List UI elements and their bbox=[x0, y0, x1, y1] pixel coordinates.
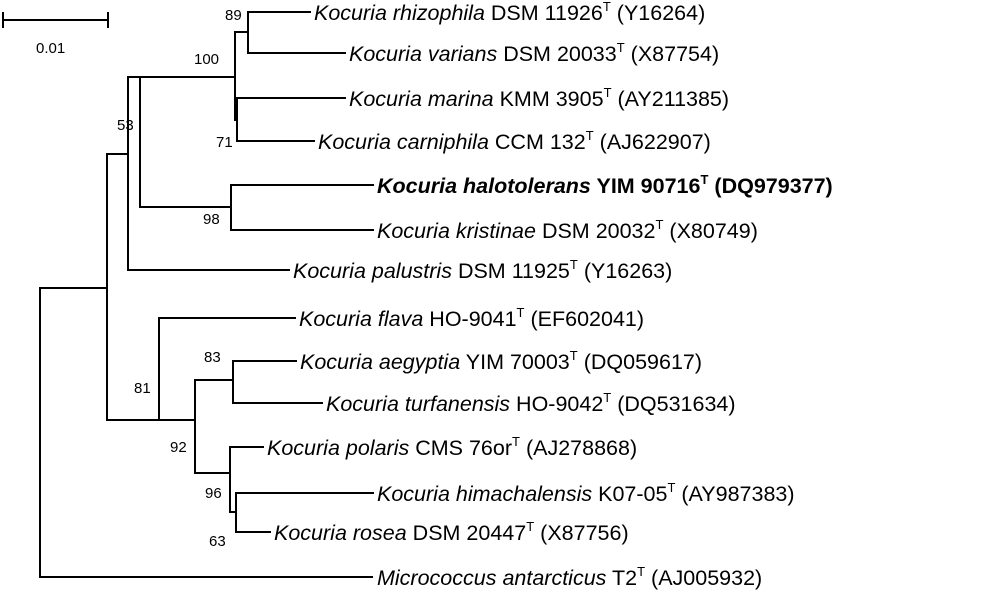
taxon-label: Kocuria palustris DSM 11925T (Y16263) bbox=[293, 257, 672, 283]
taxon-label: Kocuria aegyptia YIM 70003T (DQ059617) bbox=[300, 348, 702, 374]
taxon-label: Kocuria turfanensis HO-9042T (DQ531634) bbox=[326, 390, 736, 416]
taxon-label: Kocuria marina KMM 3905T (AY211385) bbox=[349, 85, 729, 111]
bootstrap-label: 83 bbox=[204, 349, 221, 366]
bootstrap-label: 71 bbox=[216, 134, 233, 151]
taxon-label-highlighted: Kocuria halotolerans YIM 90716T (DQ97937… bbox=[377, 172, 833, 198]
bootstrap-label: 96 bbox=[205, 485, 222, 502]
bootstrap-label: 81 bbox=[134, 380, 151, 397]
taxon-label: Kocuria himachalensis K07-05T (AY987383) bbox=[377, 480, 795, 506]
scale-bar-label: 0.01 bbox=[36, 40, 65, 57]
bootstrap-values: 89 100 71 53 98 81 92 83 96 63 bbox=[117, 7, 242, 550]
taxon-label: Kocuria carniphila CCM 132T (AJ622907) bbox=[318, 128, 711, 154]
taxon-labels: Kocuria rhizophila DSM 11926T (Y16264) K… bbox=[267, 0, 833, 590]
bootstrap-label: 92 bbox=[170, 439, 187, 456]
taxon-label: Kocuria kristinae DSM 20032T (X80749) bbox=[377, 217, 758, 243]
taxon-label: Kocuria polaris CMS 76orT (AJ278868) bbox=[267, 434, 637, 460]
bootstrap-label: 100 bbox=[194, 51, 219, 68]
bootstrap-label: 63 bbox=[209, 533, 226, 550]
bootstrap-label: 98 bbox=[203, 211, 220, 228]
taxon-label: Kocuria varians DSM 20033T (X87754) bbox=[349, 40, 719, 66]
taxon-label: Kocuria flava HO-9041T (EF602041) bbox=[299, 305, 644, 331]
taxon-label: Micrococcus antarcticus T2T (AJ005932) bbox=[377, 564, 762, 590]
bootstrap-label: 53 bbox=[117, 117, 134, 134]
bootstrap-label: 89 bbox=[225, 7, 242, 24]
taxon-label: Kocuria rhizophila DSM 11926T (Y16264) bbox=[314, 0, 705, 25]
tree-branches bbox=[39, 11, 374, 578]
scale-bar: 0.01 bbox=[2, 12, 109, 57]
taxon-label: Kocuria rosea DSM 20447T (X87756) bbox=[274, 519, 629, 545]
